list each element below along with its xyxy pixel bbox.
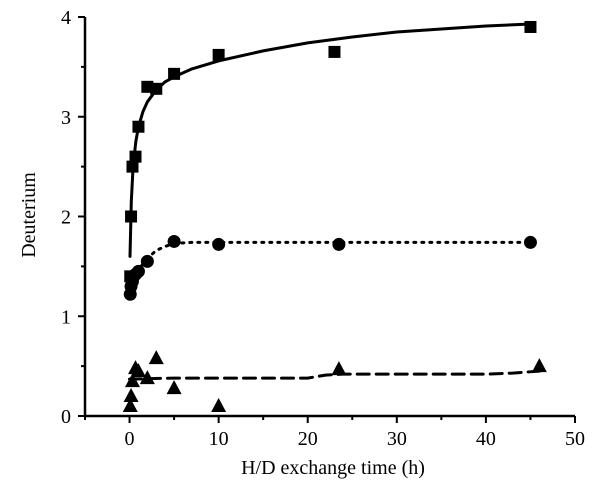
x-tick-label: 40 <box>476 428 496 450</box>
data-point-circle <box>523 235 537 249</box>
data-point-triangle <box>124 373 140 388</box>
y-tick-label: 2 <box>61 207 71 229</box>
data-point-square <box>150 82 163 95</box>
x-tick-label: 50 <box>565 428 585 450</box>
data-point-circle <box>167 234 181 248</box>
x-tick-label: 10 <box>209 428 229 450</box>
data-point-square <box>168 67 181 80</box>
data-point-triangle <box>123 388 139 403</box>
x-tick-label: 20 <box>298 428 318 450</box>
data-point-triangle <box>122 398 138 413</box>
data-point-square <box>328 45 341 58</box>
y-tick-label: 1 <box>61 306 71 328</box>
data-point-triangle <box>166 380 182 395</box>
x-tick-label: 30 <box>387 428 407 450</box>
x-axis-title: H/D exchange time (h) <box>241 457 425 479</box>
data-point-triangle <box>211 398 227 413</box>
data-markers <box>122 20 547 413</box>
y-axis-title: Deuterium <box>18 172 40 258</box>
data-point-triangle <box>531 358 547 373</box>
data-point-square <box>132 120 145 133</box>
data-point-square <box>125 210 138 223</box>
data-point-circle <box>212 237 226 251</box>
data-point-triangle <box>139 370 155 385</box>
data-point-circle <box>131 264 145 278</box>
fit-line-square <box>128 22 532 258</box>
data-point-square <box>524 20 537 33</box>
data-point-triangle <box>130 363 146 378</box>
data-point-square <box>126 160 139 173</box>
data-point-circle <box>140 254 154 268</box>
y-tick-label: 4 <box>61 7 71 29</box>
data-point-triangle <box>331 361 347 376</box>
fit-lines <box>128 22 541 381</box>
data-point-triangle <box>148 350 164 365</box>
fit-line-circle <box>128 240 532 288</box>
y-tick-label: 3 <box>61 107 71 129</box>
data-point-square <box>212 48 225 61</box>
data-point-square <box>129 150 142 163</box>
axes: 0 10 20 30 40 50 0 1 2 3 4 <box>61 7 585 450</box>
y-tick-label: 0 <box>61 406 71 428</box>
data-point-circle <box>332 237 346 251</box>
x-tick-label: 0 <box>125 428 135 450</box>
